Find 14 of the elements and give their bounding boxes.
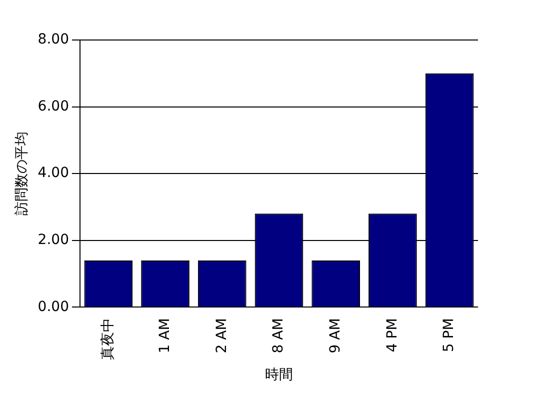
x-tick-label: 真夜中 <box>100 318 116 360</box>
x-axis-title: 時間 <box>264 367 293 384</box>
y-tick-label: 2.00 <box>38 232 69 248</box>
x-tick-label: 5 PM <box>441 318 458 352</box>
y-tick-label: 6.00 <box>38 98 69 114</box>
y-tick-label: 0.00 <box>38 298 69 315</box>
x-tick-label: 8 AM <box>270 318 287 354</box>
y-tick-label: 4.00 <box>38 165 69 182</box>
x-tick-label: 9 AM <box>327 318 344 354</box>
x-tick-label: 1 AM <box>156 318 173 354</box>
y-tick-label: 8.00 <box>38 32 69 48</box>
y-axis-title: 訪問数の平均 <box>14 132 30 216</box>
x-tick-label: 4 PM <box>384 318 400 352</box>
x-tick-label: 2 AM <box>214 318 230 354</box>
